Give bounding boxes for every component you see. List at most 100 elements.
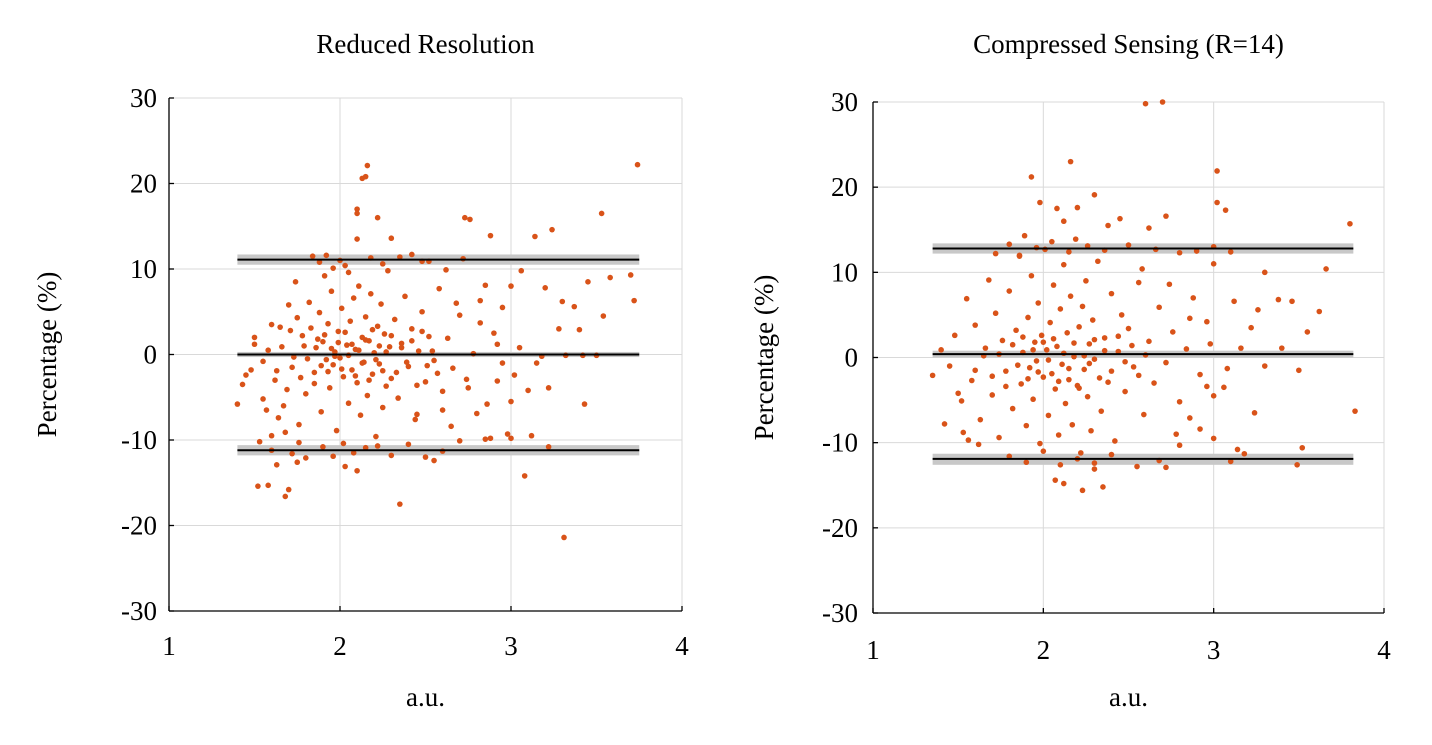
data-point: [1141, 411, 1147, 418]
data-point: [292, 279, 299, 285]
data-point: [511, 372, 518, 378]
data-point: [1057, 306, 1064, 312]
data-point: [405, 441, 412, 448]
y-tick-label: 0: [144, 340, 158, 370]
data-point: [1151, 380, 1157, 386]
data-point: [1163, 464, 1169, 471]
data-point: [239, 381, 246, 388]
data-point: [426, 333, 432, 340]
data-point: [1091, 336, 1098, 343]
data-point: [282, 429, 289, 436]
data-point: [316, 309, 323, 316]
data-point: [303, 455, 309, 461]
data-point: [992, 250, 999, 257]
data-point: [364, 162, 371, 169]
data-point: [1003, 368, 1009, 374]
data-point: [414, 382, 420, 389]
data-point: [373, 433, 379, 440]
y-tick-label: 30: [130, 83, 157, 113]
data-point: [982, 345, 989, 351]
data-point: [306, 299, 313, 306]
data-point: [314, 336, 321, 342]
y-tick-label: 20: [831, 172, 858, 202]
data-point: [598, 210, 605, 217]
data-point: [251, 334, 258, 341]
data-point: [525, 387, 531, 394]
data-point: [960, 429, 967, 436]
data-point: [1018, 381, 1024, 387]
data-point: [986, 277, 992, 283]
data-point: [374, 443, 381, 449]
data-point: [354, 236, 360, 242]
data-point: [333, 427, 340, 434]
data-point: [385, 267, 391, 274]
data-point: [532, 233, 538, 240]
data-point: [439, 388, 446, 395]
y-tick-label: 30: [831, 87, 858, 117]
data-point: [559, 298, 566, 305]
data-point: [1025, 375, 1031, 382]
data-point: [1146, 338, 1152, 345]
data-point: [1251, 410, 1258, 416]
data-point: [1275, 296, 1282, 303]
data-point: [1032, 339, 1038, 345]
data-point: [415, 348, 422, 354]
data-point: [1193, 248, 1200, 254]
data-point: [279, 344, 285, 350]
data-point: [1006, 288, 1013, 294]
data-point: [354, 210, 360, 217]
y-tick-label: 20: [130, 169, 157, 199]
data-point: [381, 331, 388, 337]
data-point: [1030, 347, 1036, 353]
chart-title: Compressed Sensing (R=14): [973, 29, 1284, 59]
data-point: [1125, 242, 1132, 248]
data-point: [1105, 222, 1111, 229]
data-point: [338, 305, 345, 312]
data-point: [364, 392, 371, 399]
data-point: [373, 356, 379, 363]
data-point: [409, 251, 415, 258]
data-point: [289, 450, 295, 457]
data-point: [436, 285, 442, 292]
data-point: [397, 254, 403, 260]
data-point: [398, 340, 405, 347]
data-point: [409, 326, 415, 332]
data-point: [474, 410, 480, 417]
data-point: [1084, 243, 1091, 249]
data-point: [1047, 319, 1053, 326]
data-point: [1108, 290, 1115, 297]
data-point: [1009, 341, 1016, 348]
data-point: [1207, 341, 1214, 347]
data-point: [1025, 314, 1031, 321]
data-point: [996, 434, 1002, 441]
data-point: [296, 439, 302, 446]
data-point: [1062, 400, 1069, 407]
y-tick-label: -30: [822, 598, 858, 628]
y-tick-label: -30: [121, 596, 157, 626]
data-point: [1197, 426, 1203, 432]
data-point: [1261, 363, 1268, 369]
data-point: [1289, 298, 1295, 305]
data-point: [1050, 282, 1057, 288]
data-point: [330, 453, 336, 460]
data-point: [1214, 199, 1220, 206]
data-point: [1078, 450, 1084, 456]
data-point: [1069, 421, 1076, 428]
data-point: [1142, 100, 1149, 107]
x-tick-label: 1: [866, 635, 880, 665]
data-point: [1066, 365, 1072, 372]
data-point: [1049, 238, 1055, 245]
data-point: [972, 367, 978, 374]
data-point: [357, 412, 364, 419]
data-point: [977, 416, 984, 423]
data-point: [1176, 249, 1183, 256]
data-point: [1234, 446, 1241, 453]
data-point: [354, 379, 360, 386]
data-point: [383, 383, 389, 389]
data-point: [1026, 364, 1033, 371]
data-point: [1238, 345, 1244, 351]
data-point: [1204, 318, 1210, 325]
data-point: [285, 302, 292, 308]
data-point: [1040, 374, 1047, 380]
data-point: [456, 312, 463, 318]
